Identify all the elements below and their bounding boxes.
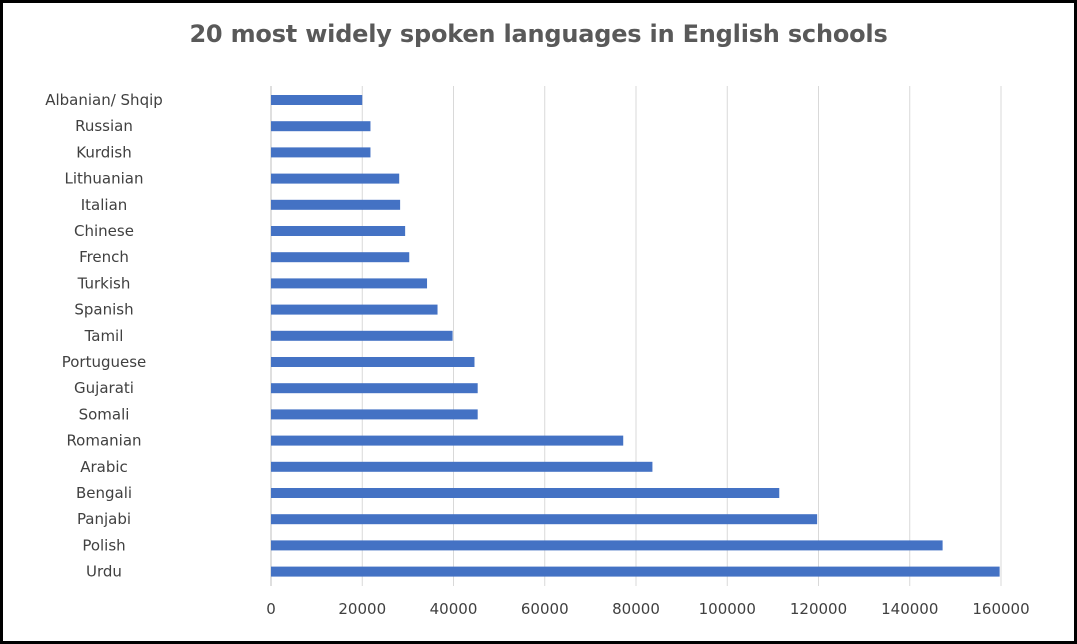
category-label: Urdu xyxy=(86,563,122,581)
x-tick-label: 0 xyxy=(266,600,276,618)
category-label: Albanian/ Shqip xyxy=(45,91,163,109)
x-tick-label: 120000 xyxy=(790,600,847,618)
bar xyxy=(271,435,624,446)
category-label: Spanish xyxy=(74,301,133,319)
x-tick-label: 100000 xyxy=(699,600,756,618)
chart-title: 20 most widely spoken languages in Engli… xyxy=(189,20,888,48)
bar xyxy=(271,540,943,551)
bar xyxy=(271,226,406,236)
bar xyxy=(271,566,1000,577)
x-tick-label: 160000 xyxy=(972,600,1029,618)
category-label: Portuguese xyxy=(62,353,147,371)
x-tick-label: 60000 xyxy=(521,600,569,618)
category-label: Bengali xyxy=(76,484,132,502)
category-label: Romanian xyxy=(66,432,141,450)
bar xyxy=(271,514,818,525)
bar xyxy=(271,147,371,158)
category-label: Panjabi xyxy=(77,510,131,528)
category-label: Gujarati xyxy=(74,379,134,397)
x-tick-label: 20000 xyxy=(338,600,386,618)
category-label: Italian xyxy=(81,196,128,214)
category-label: Tamil xyxy=(84,327,124,345)
category-label: Kurdish xyxy=(76,143,132,161)
category-label: French xyxy=(79,248,129,266)
category-label: Russian xyxy=(75,117,133,135)
bar xyxy=(271,304,438,315)
bar xyxy=(271,461,653,472)
category-label: Polish xyxy=(82,536,125,554)
bar xyxy=(271,330,453,341)
bar xyxy=(271,173,400,184)
bar xyxy=(271,383,478,394)
x-tick-label: 80000 xyxy=(612,600,660,618)
category-label: Chinese xyxy=(74,222,134,240)
x-tick-label: 40000 xyxy=(430,600,478,618)
bar xyxy=(271,278,428,289)
bar xyxy=(271,252,410,263)
category-label: Turkish xyxy=(77,274,131,292)
category-label: Lithuanian xyxy=(65,170,144,188)
x-tick-label: 140000 xyxy=(881,600,938,618)
bar xyxy=(271,199,401,210)
category-label: Arabic xyxy=(80,458,128,476)
bar xyxy=(271,357,475,367)
bar xyxy=(271,488,780,498)
bar xyxy=(271,409,478,420)
bar xyxy=(271,95,363,105)
bar xyxy=(271,121,371,132)
category-label: Somali xyxy=(79,405,130,423)
